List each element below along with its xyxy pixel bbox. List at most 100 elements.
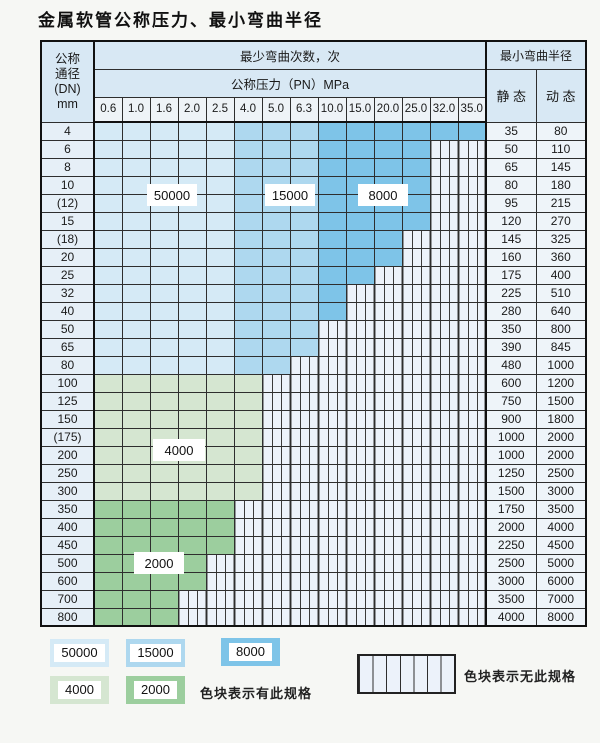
grid-cell	[177, 247, 207, 267]
cycles-label-4000: 4000	[153, 439, 205, 461]
grid-cell	[177, 211, 207, 231]
grid-cell	[233, 157, 263, 177]
static-header: 静 态	[485, 68, 537, 123]
grid-cell	[121, 247, 151, 267]
grid-cell	[93, 355, 123, 375]
grid-cell	[205, 193, 235, 213]
grid-cell	[429, 247, 459, 267]
grid-cell	[205, 445, 235, 465]
grid-cell	[149, 373, 179, 393]
grid-cell	[121, 391, 151, 411]
dn-cell: 200	[40, 445, 95, 465]
dynamic-radius-cell: 4000	[535, 517, 587, 537]
grid-cell	[345, 301, 375, 321]
grid-cell	[317, 571, 347, 591]
grid-cell	[429, 211, 459, 231]
grid-cell	[345, 229, 375, 249]
dn-cell: 40	[40, 301, 95, 321]
table-row: 25 175 400	[40, 265, 587, 285]
pressure-col-header: 25.0	[401, 96, 431, 123]
static-radius-cell: 1000	[485, 445, 537, 465]
dynamic-radius-cell: 510	[535, 283, 587, 303]
grid-cell	[205, 427, 235, 447]
grid-cell	[149, 121, 179, 141]
table-row: 800 4000 8000	[40, 607, 587, 627]
grid-cell	[373, 571, 403, 591]
grid-cell	[289, 283, 319, 303]
grid-cell	[289, 319, 319, 339]
pressure-table: 公称 通径 (DN) mm 最少弯曲次数，次 最小弯曲半径 公称压力（PN）MPa 静…	[40, 40, 587, 627]
grid-cell	[261, 157, 291, 177]
static-radius-cell: 175	[485, 265, 537, 285]
dn-cell: 150	[40, 409, 95, 429]
grid-cell	[457, 121, 487, 141]
grid-cell	[121, 337, 151, 357]
grid-cell	[457, 355, 487, 375]
grid-cell	[317, 319, 347, 339]
dn-header: 公称 通径 (DN) mm	[40, 40, 95, 123]
grid-cell	[177, 319, 207, 339]
grid-cell	[289, 571, 319, 591]
grid-cell	[289, 355, 319, 375]
grid-cell	[121, 319, 151, 339]
legend-label-2000: 2000	[134, 681, 177, 699]
dn-cell: 32	[40, 283, 95, 303]
grid-cell	[149, 157, 179, 177]
grid-cell	[457, 175, 487, 195]
grid-cell	[373, 319, 403, 339]
static-radius-cell: 280	[485, 301, 537, 321]
pressure-col-header: 4.0	[233, 96, 263, 123]
grid-cell	[177, 301, 207, 321]
grid-cell	[93, 445, 123, 465]
table-wrap: 公称 通径 (DN) mm 最少弯曲次数，次 最小弯曲半径 公称压力（PN）MPa 静…	[40, 40, 587, 627]
grid-cell	[401, 373, 431, 393]
grid-cell	[373, 463, 403, 483]
grid-cell	[401, 391, 431, 411]
pressure-col-header: 2.5	[205, 96, 235, 123]
grid-cell	[93, 391, 123, 411]
grid-cell	[149, 571, 179, 591]
grid-cell	[429, 121, 459, 141]
table-row: 150 900 1800	[40, 409, 587, 429]
grid-cell	[93, 211, 123, 231]
grid-cell	[401, 517, 431, 537]
grid-cell	[121, 607, 151, 627]
grid-cell	[345, 535, 375, 555]
grid-cell	[373, 535, 403, 555]
grid-cell	[457, 301, 487, 321]
pressure-col-header: 1.0	[121, 96, 151, 123]
grid-cell	[93, 337, 123, 357]
grid-cell	[121, 229, 151, 249]
dn-cell: 25	[40, 265, 95, 285]
grid-cell	[233, 517, 263, 537]
dynamic-radius-cell: 800	[535, 319, 587, 339]
static-radius-cell: 120	[485, 211, 537, 231]
grid-cell	[401, 121, 431, 141]
grid-cell	[457, 247, 487, 267]
grid-cell	[233, 373, 263, 393]
static-radius-cell: 3000	[485, 571, 537, 591]
legend-swatch-2000: 2000	[126, 676, 185, 704]
grid-cell	[457, 445, 487, 465]
grid-cell	[149, 355, 179, 375]
cycles-label-15000: 15000	[265, 184, 315, 206]
grid-cell	[345, 499, 375, 519]
grid-cell	[205, 355, 235, 375]
static-radius-cell: 4000	[485, 607, 537, 627]
table-row: 40 280 640	[40, 301, 587, 321]
dn-cell: (18)	[40, 229, 95, 249]
static-radius-cell: 160	[485, 247, 537, 267]
dynamic-radius-cell: 215	[535, 193, 587, 213]
grid-cell	[233, 607, 263, 627]
dn-header-line: 通径	[54, 67, 80, 81]
grid-cell	[429, 373, 459, 393]
table-row: 80 480 1000	[40, 355, 587, 375]
pressure-header: 公称压力（PN）MPa	[93, 68, 487, 98]
legend-swatch-4000: 4000	[50, 676, 109, 704]
grid-cell	[261, 607, 291, 627]
static-radius-cell: 35	[485, 121, 537, 141]
grid-cell	[317, 139, 347, 159]
pressure-col-header: 1.6	[149, 96, 179, 123]
pressure-col-header: 10.0	[317, 96, 347, 123]
